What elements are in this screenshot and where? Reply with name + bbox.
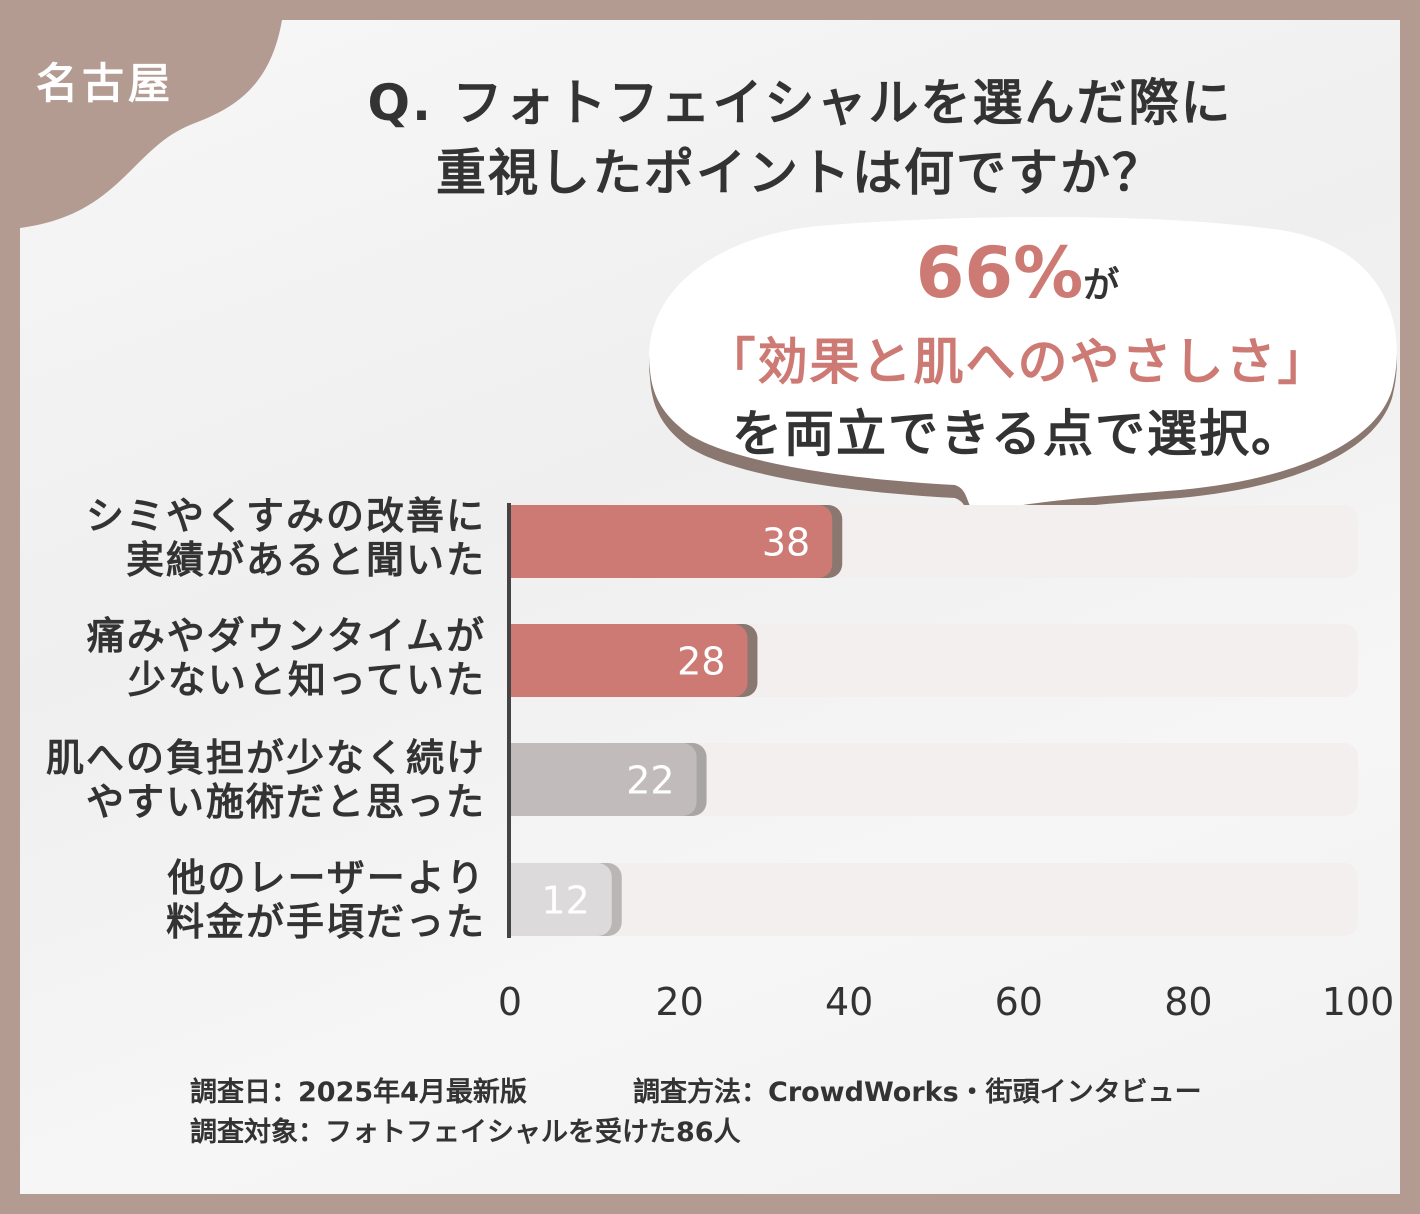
- category-label-line: 料金が手頃だった: [165, 900, 486, 944]
- question-title: Q. フォトフェイシャルを選んだ際に 重視したポイントは何ですか？: [300, 68, 1300, 208]
- speech-bubble: [649, 216, 1397, 578]
- survey-method: 調査方法：CrowdWorks・街頭インタビュー: [633, 1077, 1202, 1108]
- bar: [510, 743, 697, 816]
- bar-left-fill: [510, 624, 530, 697]
- category-label-line: シミやくすみの改善に: [85, 494, 486, 538]
- survey-date: 調査日：2025年4月最新版: [190, 1077, 527, 1108]
- city-badge: 名古屋: [36, 59, 175, 108]
- category-label-line: 他のレーザーより: [167, 856, 486, 900]
- category-label-line: 痛みやダウンタイムが: [86, 614, 486, 658]
- category-label-line: 少ないと知っていた: [127, 658, 486, 702]
- category-label-line: 肌への負担が少なく続け: [45, 736, 486, 780]
- bar-left-fill: [510, 863, 530, 936]
- x-tick-label: 40: [825, 980, 874, 1024]
- bar: [510, 624, 748, 697]
- category-label-3: 肌への負担が少なく続け やすい施術だと思った: [46, 736, 486, 824]
- infographic-card: [20, 20, 1400, 1194]
- title-line-2: 重視したポイントは何ですか？: [436, 144, 1164, 202]
- category-label-2: 痛みやダウンタイムが 少ないと知っていた: [87, 614, 486, 702]
- x-tick-label: 100: [1321, 980, 1395, 1024]
- category-label-line: 実績があると聞いた: [125, 538, 486, 582]
- bar-value-label: 22: [626, 759, 674, 803]
- bar-value-label: 28: [677, 640, 725, 684]
- x-tick-label: 20: [655, 980, 704, 1024]
- y-axis-line: [507, 503, 511, 938]
- bar-left-fill: [510, 505, 530, 578]
- x-tick-label: 80: [1164, 980, 1213, 1024]
- bar-left-fill: [510, 743, 530, 816]
- bar-track: [510, 743, 1358, 816]
- bar-track: [510, 863, 1358, 936]
- callout-highlight: 「効果と肌へのやさしさ」: [705, 333, 1330, 391]
- category-label-1: シミやくすみの改善に 実績があると聞いた: [86, 494, 486, 582]
- category-label-4: 他のレーザーより 料金が手頃だった: [166, 856, 486, 944]
- callout-percent: 66%: [915, 232, 1084, 314]
- bar: [510, 863, 612, 936]
- category-label-line: やすい施術だと思った: [85, 780, 486, 824]
- corner-badge-shape: [20, 20, 282, 228]
- bar-value-label: 12: [541, 879, 589, 923]
- bar: [510, 505, 833, 578]
- callout-conclusion: を両立できる点で選択。: [732, 405, 1303, 463]
- callout-particle: が: [1083, 265, 1120, 306]
- survey-target: 調査対象：フォトフェイシャルを受けた86人: [190, 1117, 741, 1148]
- title-line-1: Q. フォトフェイシャルを選んだ際に: [367, 74, 1233, 132]
- bar-value-label: 38: [762, 521, 810, 565]
- x-tick-label: 0: [497, 980, 523, 1024]
- x-tick-label: 60: [994, 980, 1043, 1024]
- callout-percent-line: 66%が: [640, 232, 1395, 314]
